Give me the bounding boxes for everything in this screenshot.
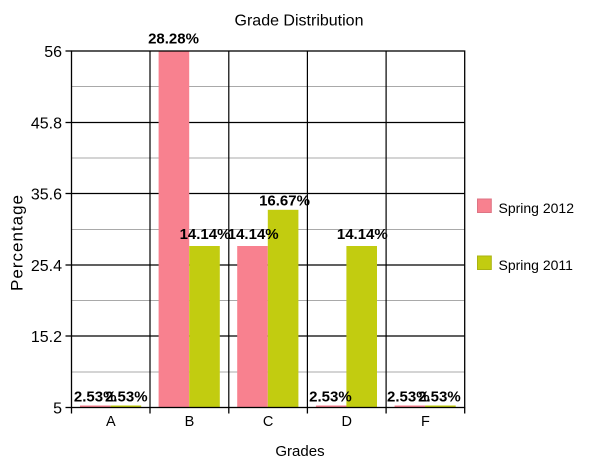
svg-text:2.53%: 2.53% [74, 389, 117, 406]
svg-text:B: B [185, 414, 195, 430]
svg-text:45.8: 45.8 [31, 116, 62, 133]
svg-text:2.53%: 2.53% [418, 389, 461, 406]
svg-text:28.28%: 28.28% [148, 31, 199, 48]
svg-text:F: F [421, 414, 430, 430]
svg-text:2.53%: 2.53% [105, 389, 148, 406]
svg-text:D: D [341, 414, 351, 430]
svg-text:Spring 2012: Spring 2012 [499, 200, 575, 216]
svg-text:Grade Distribution: Grade Distribution [235, 13, 364, 30]
svg-text:C: C [263, 414, 273, 430]
svg-text:Percentage: Percentage [8, 194, 27, 291]
svg-text:25.4: 25.4 [31, 258, 62, 275]
svg-text:16.67%: 16.67% [259, 193, 310, 210]
svg-text:Grades: Grades [275, 443, 324, 460]
svg-text:56: 56 [44, 44, 62, 61]
svg-text:14.14%: 14.14% [180, 226, 231, 243]
svg-text:14.14%: 14.14% [337, 226, 388, 243]
svg-text:14.14%: 14.14% [228, 226, 279, 243]
svg-text:5: 5 [53, 401, 62, 418]
svg-text:2.53%: 2.53% [387, 389, 430, 406]
svg-text:2.53%: 2.53% [309, 389, 352, 406]
svg-text:15.2: 15.2 [31, 329, 62, 346]
svg-text:35.6: 35.6 [31, 187, 62, 204]
svg-text:A: A [106, 414, 116, 430]
svg-text:Spring 2011: Spring 2011 [499, 257, 574, 273]
